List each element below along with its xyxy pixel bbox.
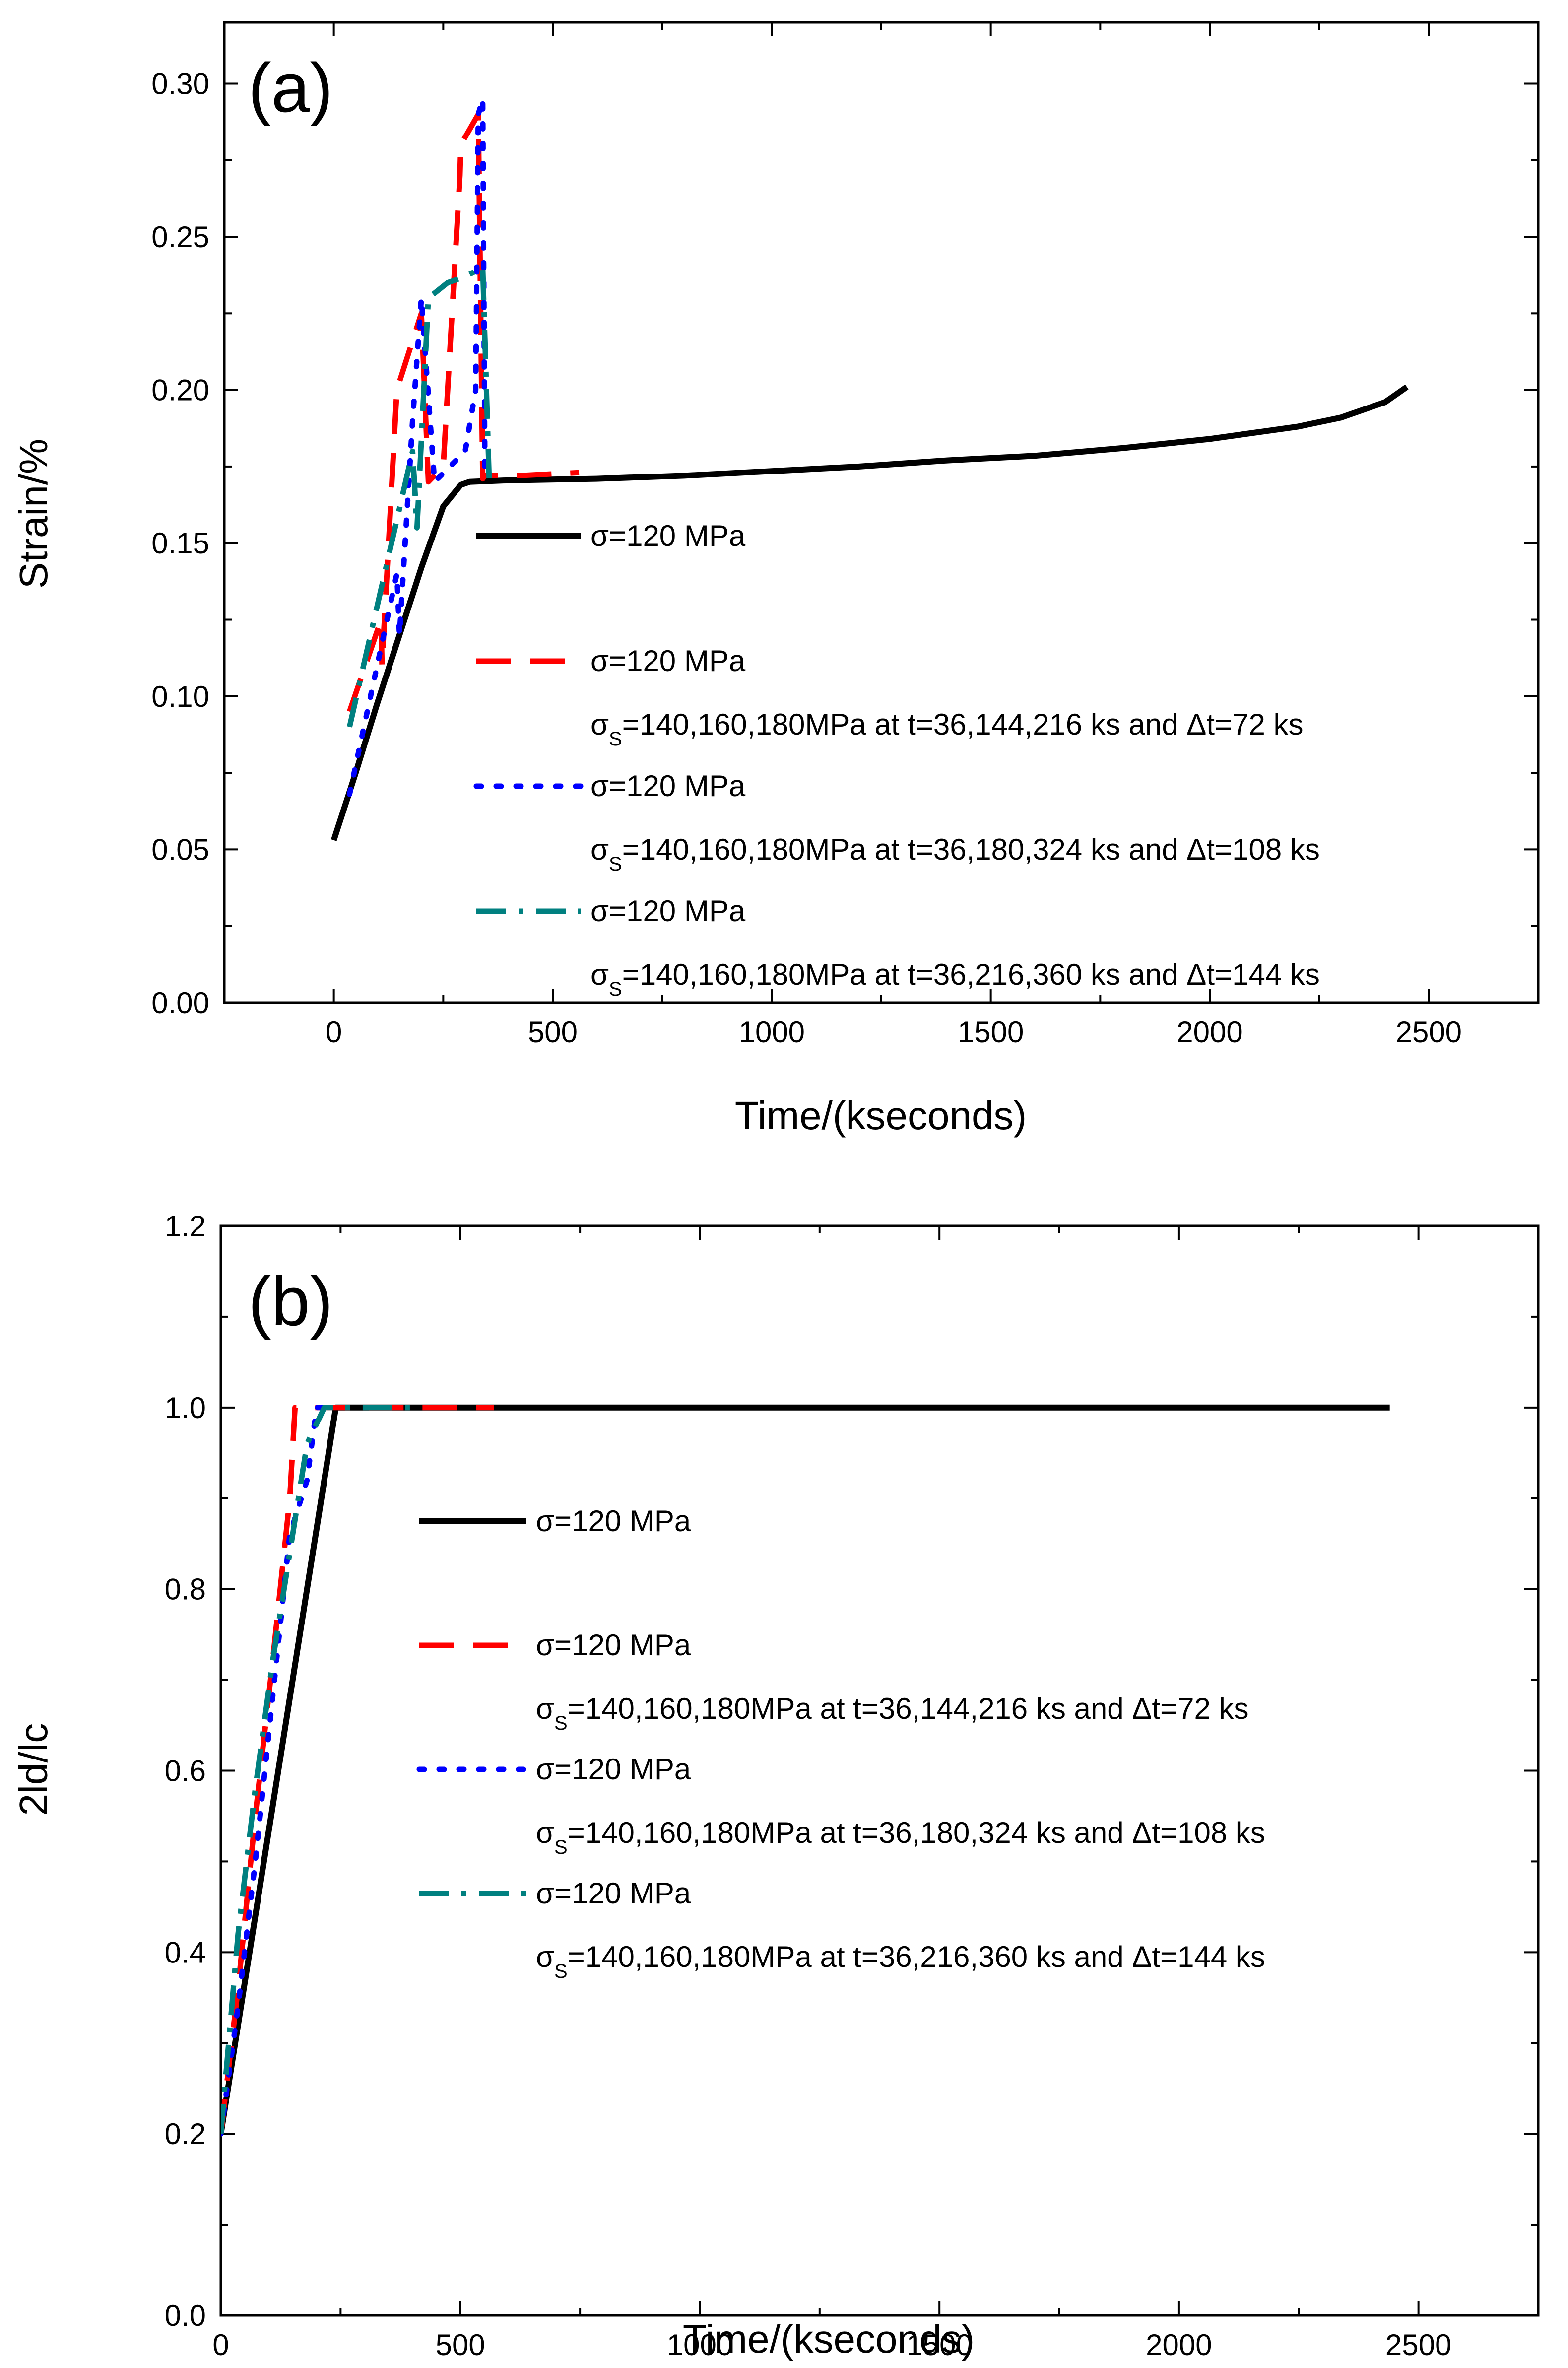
y-tick-label: 0.4 bbox=[165, 1936, 206, 1969]
series-line-4 bbox=[221, 1405, 413, 2134]
legend-sublabel-3: σS=140,160,180MPa at t=36,180,324 ks and… bbox=[536, 1816, 1265, 1858]
legend-label-1: σ=120 MPa bbox=[536, 1504, 691, 1538]
series-line-4 bbox=[347, 265, 496, 728]
y-tick-label: 0.8 bbox=[165, 1573, 206, 1606]
x-tick-label: 1500 bbox=[906, 2328, 972, 2362]
legend-label-3: σ=120 MPa bbox=[536, 1753, 691, 1786]
panel-label: (a) bbox=[248, 49, 333, 127]
series-line-2 bbox=[221, 1405, 494, 2134]
legend-sublabel-2: σS=140,160,180MPa at t=36,144,216 ks and… bbox=[536, 1692, 1248, 1734]
y-tick-label: 0.2 bbox=[165, 2117, 206, 2151]
y-tick-label: 1.0 bbox=[165, 1391, 206, 1424]
x-tick-label: 0 bbox=[212, 2328, 229, 2362]
legend: σ=120 MPa σ=120 MPa σS=140,160,180MPa at t… bbox=[416, 1504, 1265, 1982]
y-tick-label: 0.20 bbox=[151, 374, 209, 407]
legend-label-4: σ=120 MPa bbox=[590, 894, 746, 928]
legend-sublabel-4: σS=140,160,180MPa at t=36,216,360 ks and… bbox=[536, 1940, 1265, 1982]
x-tick-label: 2000 bbox=[1176, 1015, 1242, 1049]
y-tick-label: 0.00 bbox=[151, 986, 209, 1019]
x-tick-label: 500 bbox=[436, 2328, 485, 2362]
y-axis-title: Strain/% bbox=[11, 439, 56, 589]
series-line-3 bbox=[346, 96, 488, 797]
series-line-1 bbox=[330, 384, 1409, 841]
panel-b-chart: 0 500 1000 1500 2000 2500 0.0 0.2 0.4 0.6 0.8 1.0 1.… bbox=[11, 1210, 1540, 2362]
legend: σ=120 MPa σ=120 MPa σS=140,160,180MPa at t… bbox=[473, 519, 1320, 1000]
x-tick-label: 1500 bbox=[958, 1015, 1024, 1049]
x-tick-label: 1000 bbox=[739, 1015, 805, 1049]
x-tick-label: 0 bbox=[326, 1015, 342, 1049]
x-axis-title: Time/(kseconds) bbox=[683, 2317, 975, 2361]
y-tick-label: 0.0 bbox=[165, 2299, 206, 2332]
panel-label: (b) bbox=[248, 1262, 333, 1340]
legend-label-1: σ=120 MPa bbox=[590, 519, 746, 552]
y-tick-label: 0.15 bbox=[151, 527, 209, 560]
legend-label-2: σ=120 MPa bbox=[536, 1628, 691, 1662]
x-tick-label: 2000 bbox=[1146, 2328, 1212, 2362]
x-axis-title: Time/(kseconds) bbox=[735, 1093, 1027, 1138]
legend-label-3: σ=120 MPa bbox=[590, 769, 746, 803]
y-tick-label: 0.05 bbox=[151, 833, 209, 866]
series-line-2 bbox=[347, 111, 580, 713]
x-tick-label: 2500 bbox=[1385, 2328, 1451, 2362]
legend-label-4: σ=120 MPa bbox=[536, 1877, 691, 1910]
panel-a-chart: 0 500 1000 1500 2000 2500 0.00 0.05 0.10 0.15 0.20… bbox=[11, 21, 1540, 1138]
legend-sublabel-3: σS=140,160,180MPa at t=36,180,324 ks and… bbox=[590, 833, 1320, 875]
legend-sublabel-4: σS=140,160,180MPa at t=36,216,360 ks and… bbox=[590, 958, 1320, 1000]
y-tick-label: 0.25 bbox=[151, 220, 209, 254]
y-axis-title: 2ld/lc bbox=[11, 1723, 56, 1816]
y-tick-label: 1.2 bbox=[165, 1210, 206, 1243]
y-tick-label: 0.10 bbox=[151, 680, 209, 713]
x-tick-label: 500 bbox=[528, 1015, 578, 1049]
y-tick-label: 0.30 bbox=[151, 67, 209, 100]
legend-sublabel-2: σS=140,160,180MPa at t=36,144,216 ks and… bbox=[590, 708, 1303, 750]
legend-label-2: σ=120 MPa bbox=[590, 644, 746, 677]
x-tick-label: 1000 bbox=[667, 2328, 733, 2362]
y-tick-label: 0.6 bbox=[165, 1755, 206, 1788]
series-line-1 bbox=[221, 1404, 1390, 2135]
x-tick-label: 2500 bbox=[1396, 1015, 1462, 1049]
